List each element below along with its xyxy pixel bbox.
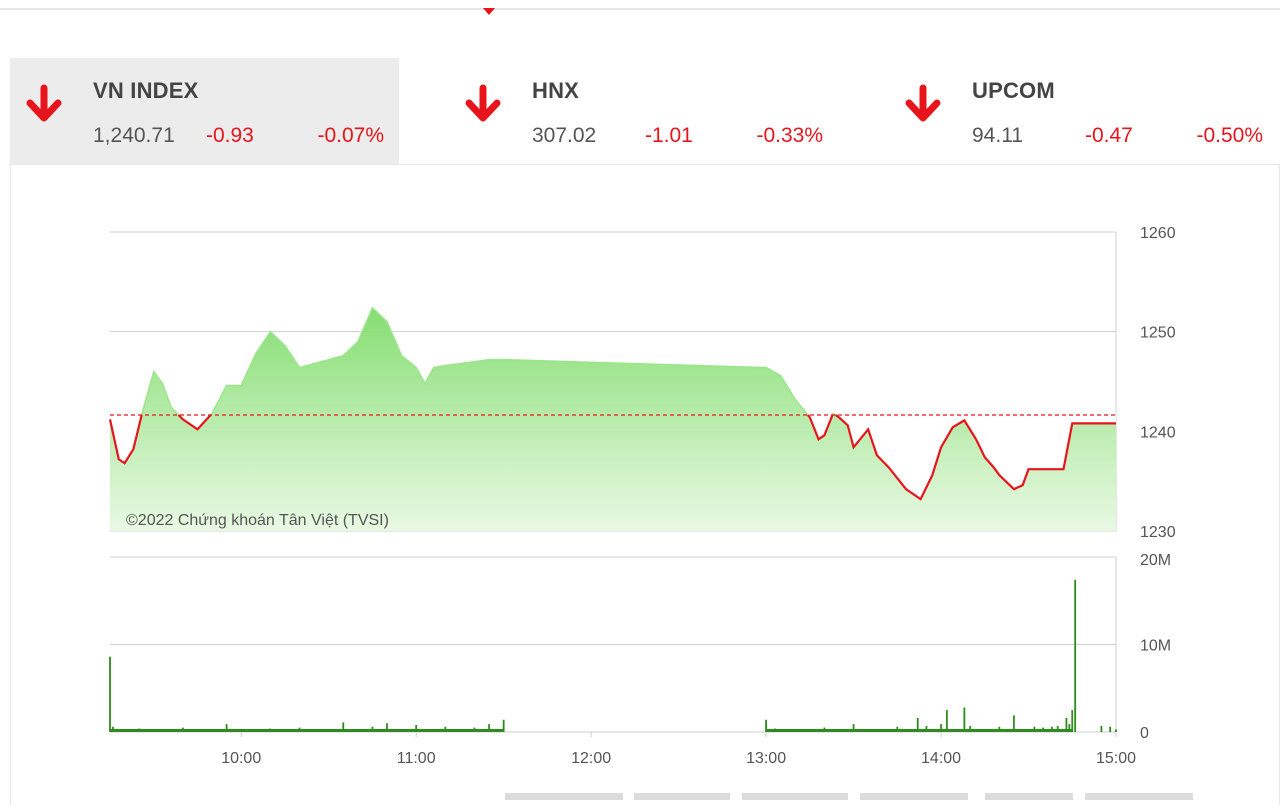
index-value: 1,240.71 [93, 124, 175, 147]
copyright-annotation: ©2022 Chứng khoán Tân Việt (TVSI) [126, 512, 389, 529]
price-tick-label: 1240 [1140, 424, 1176, 441]
index-value: 94.11 [972, 124, 1023, 147]
footer-tab[interactable] [860, 793, 968, 800]
volume-bar [109, 656, 111, 732]
price-tick-label: 1250 [1140, 325, 1176, 342]
index-change: -0.47 [1085, 124, 1133, 147]
price-line-down [834, 414, 1116, 501]
volume-bar [925, 725, 928, 732]
volume-bar [415, 725, 418, 732]
volume-bar [1115, 729, 1117, 732]
top-divider [0, 0, 1280, 10]
time-tick-label: 15:00 [1096, 750, 1136, 767]
volume-bar [342, 722, 345, 732]
index-name: UPCOM [972, 78, 1055, 103]
volume-bar [1068, 724, 1071, 732]
volume-bar [225, 724, 228, 732]
volume-bar [945, 710, 948, 732]
index-tile-upcom[interactable]: UPCOM 94.11 -0.47 -0.50% [889, 58, 1278, 164]
price-area-fill [110, 307, 1116, 531]
volume-tick-label: 20M [1140, 552, 1171, 569]
price-line-down [108, 414, 143, 465]
index-percent: -0.33% [756, 124, 823, 147]
volume-bar [1100, 725, 1103, 732]
volume-bar [916, 718, 919, 732]
index-percent: -0.07% [317, 124, 384, 147]
time-tick-label: 14:00 [921, 750, 961, 767]
index-percent: -0.50% [1196, 124, 1263, 147]
time-tick-label: 11:00 [397, 750, 436, 767]
index-tile-vnindex[interactable]: VN INDEX 1,240.71 -0.93 -0.07% [10, 58, 399, 164]
price-tick-label: 1230 [1140, 524, 1176, 541]
volume-bar [386, 723, 388, 732]
volume-bar [502, 719, 505, 732]
below-reference-mask [178, 414, 211, 430]
volume-bar [963, 707, 966, 732]
price-tick-label: 1260 [1140, 225, 1176, 242]
volume-baseline-am [110, 729, 504, 732]
below-reference-mask [835, 414, 1116, 500]
index-change: -0.93 [206, 124, 254, 147]
volume-tick-label: 0 [1140, 725, 1149, 742]
price-line-down [177, 414, 212, 431]
volume-bar [765, 719, 767, 732]
volume-bar [1071, 710, 1074, 732]
index-change: -1.01 [645, 124, 693, 147]
down-arrow-icon [465, 84, 501, 122]
active-tab-marker [483, 8, 495, 15]
volume-bar [1065, 718, 1068, 732]
footer-tab[interactable] [505, 793, 623, 800]
time-tick-label: 13:00 [746, 750, 786, 767]
index-name: HNX [532, 78, 580, 103]
volume-tick-label: 10M [1140, 638, 1171, 655]
footer-tab[interactable] [985, 793, 1073, 800]
index-tile-hnx[interactable]: HNX 307.02 -1.01 -0.33% [449, 58, 838, 164]
index-value: 307.02 [532, 124, 597, 147]
volume-bar [1074, 579, 1077, 732]
time-tick-label: 12:00 [571, 750, 611, 767]
down-arrow-icon [26, 84, 62, 122]
down-arrow-icon [905, 84, 941, 122]
volume-bar [940, 724, 942, 732]
index-name: VN INDEX [93, 78, 199, 103]
volume-bar [488, 724, 490, 732]
volume-bar [852, 724, 855, 732]
footer-tab[interactable] [742, 793, 848, 800]
price-line-down [807, 414, 834, 441]
footer-tab[interactable] [1085, 793, 1193, 800]
volume-bar [1056, 725, 1059, 732]
volume-bar [969, 725, 972, 732]
footer-tab[interactable] [634, 793, 730, 800]
volume-bar [1013, 715, 1015, 732]
below-reference-mask [807, 414, 833, 440]
volume-bar [1109, 726, 1112, 732]
volume-baseline-pm [766, 729, 1073, 732]
time-tick-label: 10:00 [221, 750, 261, 767]
